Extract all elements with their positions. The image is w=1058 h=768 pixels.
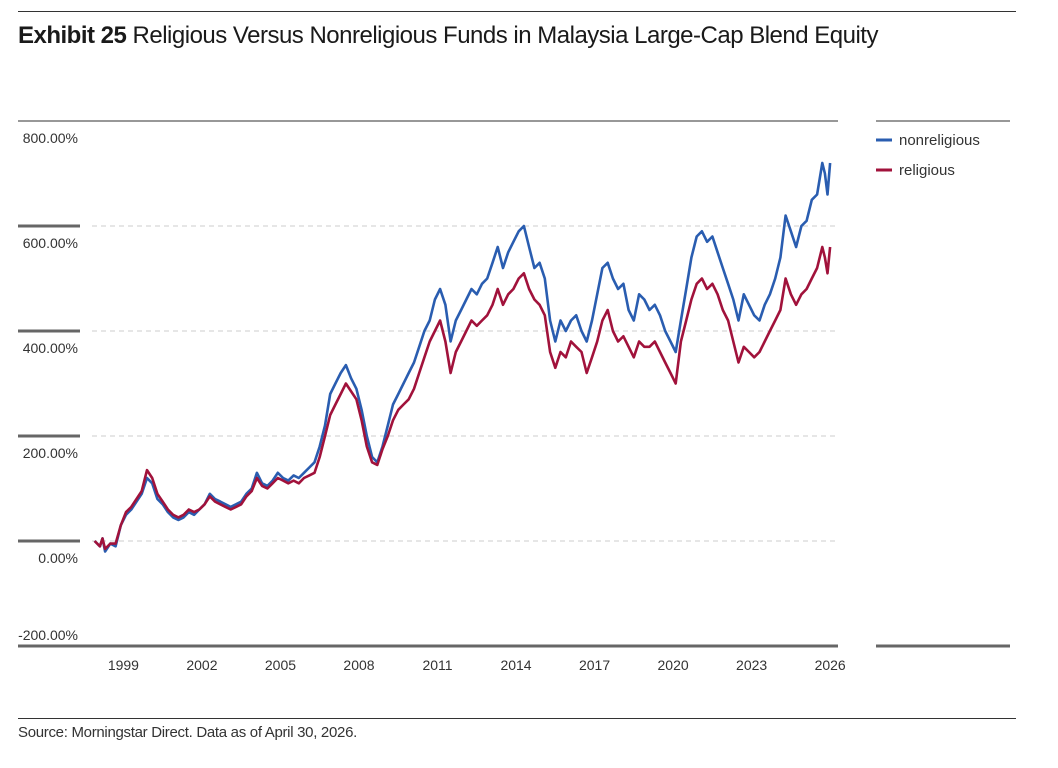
- series-line-religious: [93, 245, 832, 551]
- legend-label-nonreligious: nonreligious: [899, 132, 980, 149]
- x-tick-label: 2023: [736, 657, 767, 673]
- y-tick-label: 400.00%: [23, 340, 78, 356]
- x-tick-label: 2008: [343, 657, 374, 673]
- source-rule: [18, 718, 1016, 719]
- y-tick-label: 200.00%: [23, 445, 78, 461]
- source-note: Source: Morningstar Direct. Data as of A…: [18, 724, 357, 741]
- x-tick-label: 2026: [815, 657, 846, 673]
- y-tick-label: 600.00%: [23, 235, 78, 251]
- x-tick-label: 2011: [422, 657, 452, 673]
- line-chart: -200.00% 0.00% 200.00% 400.00% 600.00% 800.00…: [18, 120, 1010, 673]
- series-line-nonreligious: [93, 161, 832, 553]
- x-tick-label: 2017: [579, 657, 610, 673]
- exhibit-label: Exhibit 25: [18, 22, 127, 49]
- x-tick-label: 2002: [186, 657, 217, 673]
- exhibit-title-text: Religious Versus Nonreligious Funds in M…: [132, 22, 879, 49]
- x-tick-label: 2020: [658, 657, 689, 673]
- y-tick-label: -200.00%: [18, 627, 78, 643]
- legend-label-religious: religious: [899, 162, 955, 179]
- x-tick-label: 2014: [500, 657, 531, 673]
- top-rule: [18, 11, 1016, 12]
- x-tick-label: 1999: [108, 657, 139, 673]
- exhibit-title: Exhibit 25 Religious Versus Nonreligious…: [18, 22, 878, 50]
- y-tick-label: 0.00%: [38, 550, 78, 566]
- x-tick-label: 2005: [265, 657, 296, 673]
- y-tick-label: 800.00%: [23, 130, 78, 146]
